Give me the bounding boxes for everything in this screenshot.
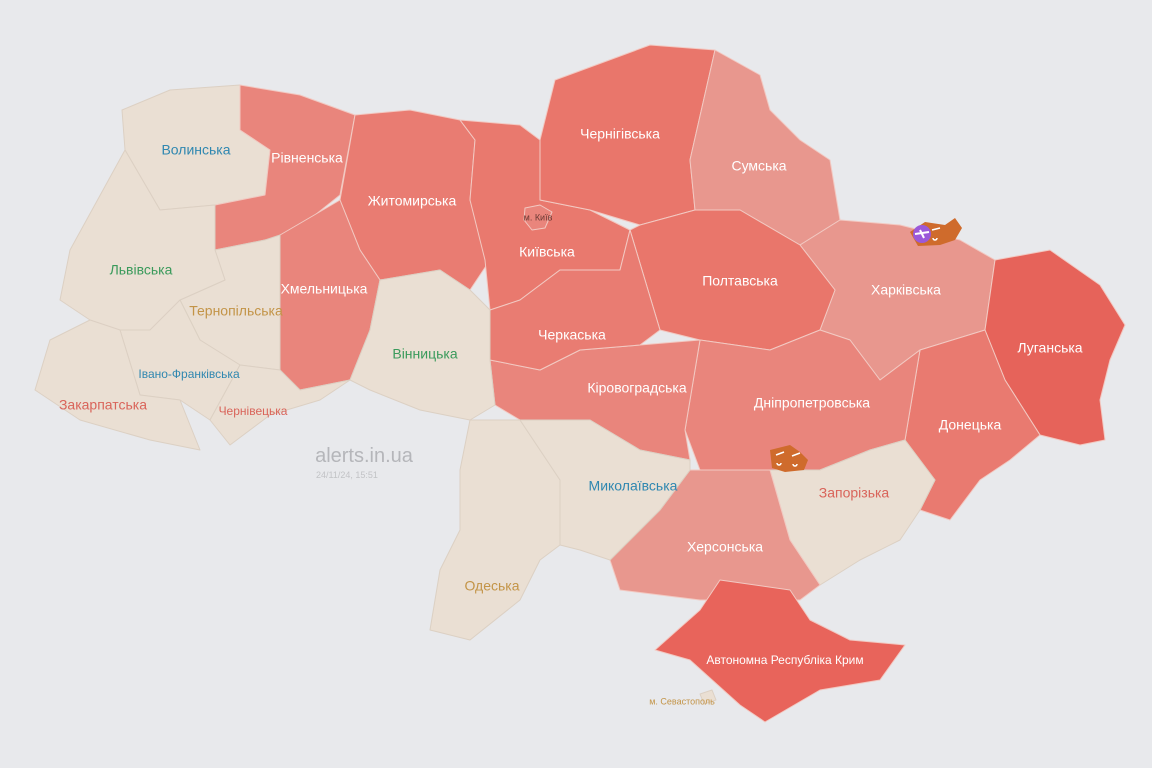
region-chernivetska[interactable] xyxy=(209,364,351,446)
region-cherkaska[interactable] xyxy=(489,229,661,371)
watermark-timestamp: 24/11/24, 15:51 xyxy=(316,470,378,480)
artillery-icon xyxy=(931,227,941,241)
aircraft-icon-glyph xyxy=(914,229,930,239)
artillery-icon xyxy=(791,452,801,467)
region-chernihivska[interactable] xyxy=(539,44,716,226)
watermark-site: alerts.in.ua xyxy=(315,445,414,467)
kharkiv-threat-marker[interactable] xyxy=(910,218,962,246)
region-vinnytska[interactable] xyxy=(349,269,496,421)
region-crimea[interactable] xyxy=(654,579,906,723)
region-sevastopol[interactable] xyxy=(699,689,717,705)
artillery-icon xyxy=(775,451,785,466)
region-kyiv-city[interactable] xyxy=(523,204,553,231)
region-zakarpatska[interactable] xyxy=(34,319,201,451)
region-mykolaivska[interactable] xyxy=(519,419,691,561)
region-dnipropetrovska[interactable] xyxy=(684,329,921,471)
region-odeska[interactable] xyxy=(429,419,561,641)
zaporizhzhia-threat-marker[interactable] xyxy=(770,445,808,472)
